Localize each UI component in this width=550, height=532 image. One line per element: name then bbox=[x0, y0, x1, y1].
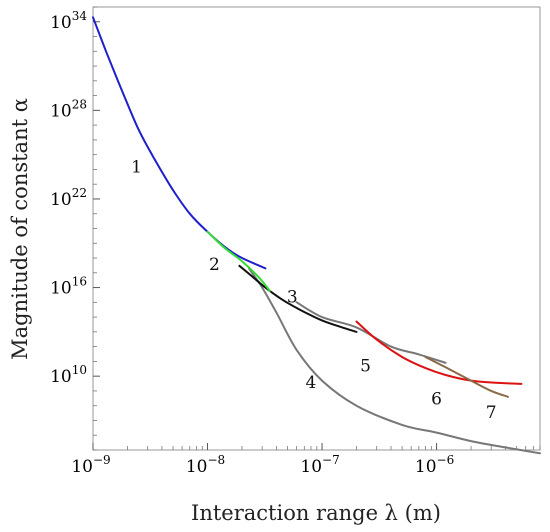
series-5-line bbox=[295, 301, 447, 364]
series-5-label: 5 bbox=[360, 357, 371, 377]
curves bbox=[92, 16, 541, 455]
plot-frame bbox=[92, 6, 541, 451]
series-1-label: 1 bbox=[131, 158, 142, 178]
series-3-label: 3 bbox=[287, 287, 298, 307]
series-4-label: 4 bbox=[306, 373, 317, 393]
y-tick-label: 1016 bbox=[50, 275, 87, 299]
series-7-line bbox=[424, 356, 509, 398]
y-axis-ticks: 1034 1028 1022 1016 1010 bbox=[50, 6, 100, 451]
y-tick-label: 1034 bbox=[50, 9, 87, 33]
series-3-line bbox=[238, 264, 358, 333]
y-tick-label: 1028 bbox=[50, 97, 87, 121]
x-axis-ticks: 10−9 10−8 10−7 10−6 bbox=[71, 443, 541, 477]
series-6-label: 6 bbox=[431, 390, 442, 410]
y-axis-title: Magnitude of constant α bbox=[8, 98, 32, 360]
x-tick-label: 10−8 bbox=[186, 453, 225, 477]
series-7-label: 7 bbox=[486, 403, 497, 423]
series-4-line bbox=[248, 267, 541, 455]
series-2-line bbox=[206, 230, 271, 292]
series-1-line bbox=[92, 16, 267, 270]
x-tick-label: 10−7 bbox=[300, 453, 339, 477]
x-tick-label: 10−6 bbox=[415, 453, 454, 477]
x-tick-label: 10−9 bbox=[71, 453, 110, 477]
y-tick-label: 1022 bbox=[50, 186, 87, 210]
series-2-label: 2 bbox=[209, 255, 220, 275]
series-6-line bbox=[355, 320, 523, 385]
curve-labels: 1 2 3 4 5 6 7 bbox=[131, 158, 497, 423]
y-tick-label: 1010 bbox=[50, 363, 87, 387]
x-axis-title: Interaction range λ (m) bbox=[191, 501, 441, 525]
